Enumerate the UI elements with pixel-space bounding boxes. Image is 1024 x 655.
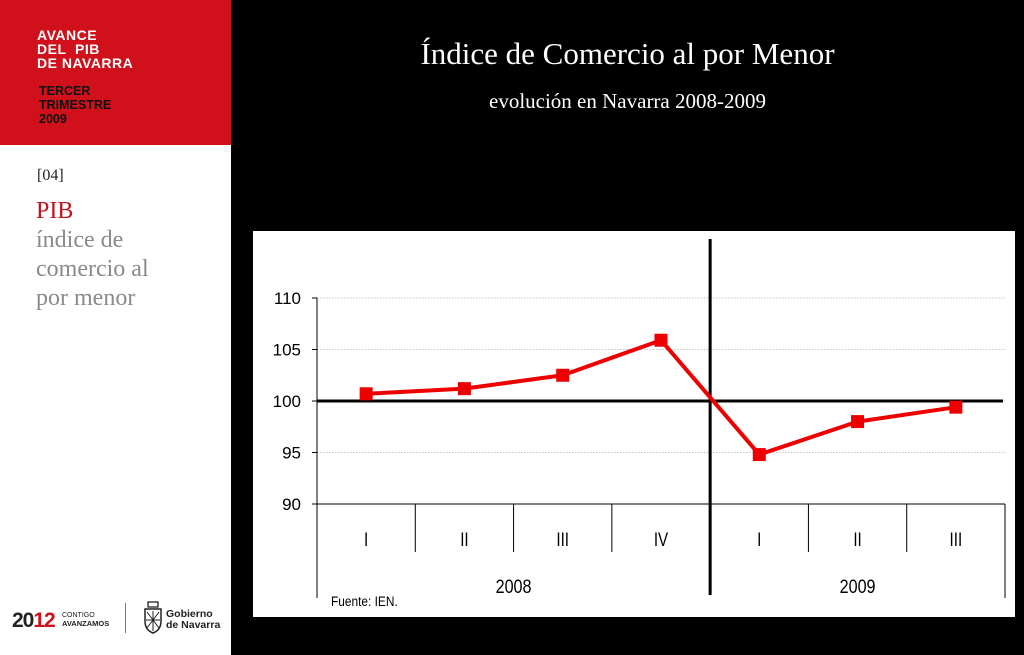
x-tick-label: I bbox=[364, 528, 368, 550]
data-point bbox=[851, 415, 865, 429]
y-tick-label: 90 bbox=[282, 495, 301, 514]
section-subtitle-1: índice de bbox=[36, 227, 124, 253]
report-title-line3: DE NAVARRA bbox=[37, 55, 134, 71]
report-title-line2: DEL PIB bbox=[37, 41, 100, 57]
campaign-tagline-1: CONTIGO bbox=[62, 612, 95, 619]
report-period: TERCER TRIMESTRE 2009 bbox=[39, 84, 111, 126]
x-tick-label: II bbox=[853, 528, 861, 550]
report-title: AVANCE DEL PIB DE NAVARRA bbox=[37, 28, 133, 70]
data-point bbox=[556, 368, 570, 382]
section-number: [04] bbox=[37, 167, 64, 184]
x-tick-label: III bbox=[950, 528, 963, 550]
section-subtitle-3: por menor bbox=[36, 285, 136, 311]
x-tick-label: I bbox=[757, 528, 761, 550]
report-period-line1: TERCER bbox=[39, 84, 91, 98]
section-title: PIB índice de comercio al por menor bbox=[36, 197, 226, 313]
data-point bbox=[752, 448, 766, 462]
navarra-shield-icon bbox=[144, 601, 162, 634]
report-title-line1: AVANCE bbox=[37, 27, 98, 43]
y-tick-label: 100 bbox=[273, 392, 301, 411]
data-point bbox=[359, 387, 373, 401]
x-group-label: 2008 bbox=[496, 576, 532, 598]
data-point bbox=[654, 333, 668, 347]
y-tick-label: 95 bbox=[282, 444, 301, 463]
section-subtitle-2: comercio al bbox=[36, 256, 149, 282]
x-tick-label: IV bbox=[654, 528, 669, 550]
x-group-label: 2009 bbox=[840, 576, 876, 598]
header-block: AVANCE DEL PIB DE NAVARRA TERCER TRIMEST… bbox=[0, 0, 231, 145]
report-period-line3: 2009 bbox=[39, 112, 67, 126]
source-note: Fuente: IEN. bbox=[331, 593, 398, 609]
campaign-tagline-2: AVANZAMOS bbox=[62, 619, 110, 628]
chart-subtitle: evolución en Navarra 2008-2009 bbox=[489, 89, 766, 113]
series-line bbox=[366, 338, 957, 457]
sidebar: AVANCE DEL PIB DE NAVARRA TERCER TRIMEST… bbox=[0, 0, 231, 655]
campaign-logo: 2012 bbox=[12, 609, 56, 633]
footer-logos: 2012 CONTIGO AVANZAMOS Gobierno de Navar… bbox=[12, 600, 227, 640]
government-name: Gobierno de Navarra bbox=[166, 609, 220, 631]
chart-title: Índice de Comercio al por Menor bbox=[420, 36, 835, 71]
y-tick-label: 105 bbox=[273, 341, 301, 360]
x-tick-label: III bbox=[556, 528, 569, 550]
chart-panel: 110 105 100 95 90 I II III IV I II III 2008 2009 Fuent… bbox=[253, 231, 1015, 617]
data-point bbox=[457, 382, 471, 396]
government-name-1: Gobierno bbox=[166, 608, 213, 620]
y-tick-label: 110 bbox=[274, 289, 301, 308]
campaign-tagline: CONTIGO AVANZAMOS bbox=[62, 612, 109, 629]
data-point bbox=[949, 400, 963, 414]
logo-divider bbox=[125, 603, 126, 633]
government-name-2: de Navarra bbox=[166, 619, 221, 631]
report-period-line2: TRIMESTRE bbox=[39, 98, 112, 112]
campaign-year-b: 12 bbox=[33, 609, 55, 632]
section-title-main: PIB bbox=[36, 198, 74, 224]
campaign-year-a: 20 bbox=[12, 609, 34, 632]
x-tick-label: II bbox=[460, 528, 468, 550]
